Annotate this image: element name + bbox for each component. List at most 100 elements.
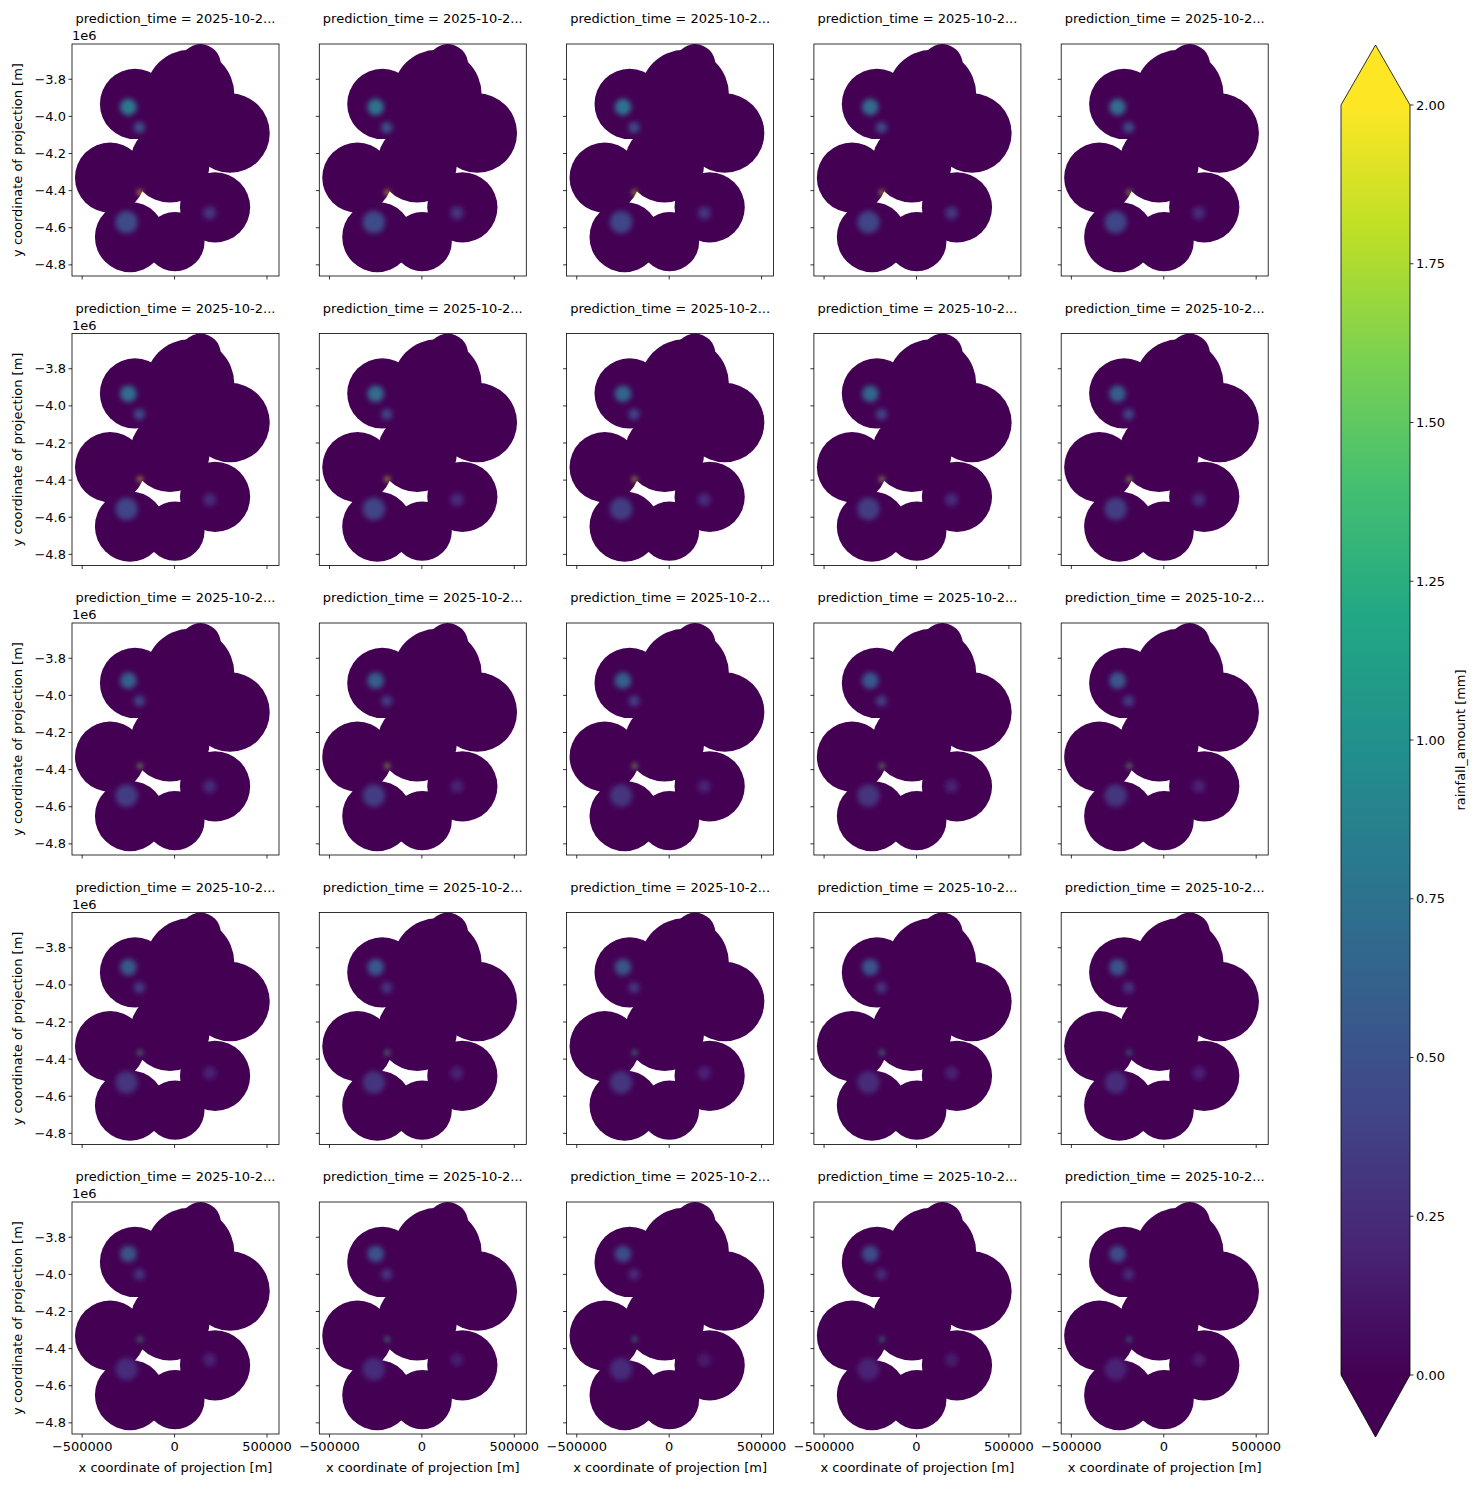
radar-coverage xyxy=(145,1081,204,1140)
x-tick xyxy=(421,855,422,859)
radar-coverage xyxy=(887,1370,946,1429)
y-tick-label: −4.6 xyxy=(34,1089,66,1104)
radar-coverage xyxy=(675,334,716,375)
radar-coverage xyxy=(145,791,204,850)
colorbar-extend-min xyxy=(1341,1375,1410,1437)
y-tick xyxy=(69,1022,73,1023)
offset-label: 1e6 xyxy=(72,28,97,43)
map-data xyxy=(1064,334,1259,562)
x-tick xyxy=(266,1434,267,1438)
y-tick-label: −4.6 xyxy=(34,799,66,814)
y-tick xyxy=(1058,1274,1062,1275)
x-tick xyxy=(82,276,83,280)
plot-bg xyxy=(72,1202,279,1434)
panel: prediction_time = 2025-10-2... xyxy=(810,301,1021,570)
x-tick xyxy=(669,566,670,570)
rain-cell xyxy=(134,122,145,133)
x-tick-label: 0 xyxy=(170,1439,178,1454)
panel: −4.8−4.6−4.4−4.2−4.0−3.8prediction_time … xyxy=(10,880,279,1149)
y-tick xyxy=(316,732,320,733)
frame xyxy=(567,623,774,855)
rain-cell xyxy=(385,477,389,481)
plot-bg xyxy=(567,334,774,566)
y-tick xyxy=(316,1274,320,1275)
radar-coverage xyxy=(922,623,963,664)
x-tick xyxy=(329,276,330,280)
x-tick-label: −500000 xyxy=(299,1439,360,1454)
plot-bg xyxy=(319,334,526,566)
panel: prediction_time = 2025-10-2... xyxy=(1058,11,1269,280)
y-tick xyxy=(316,368,320,369)
rain-cell xyxy=(120,672,137,689)
frame xyxy=(567,44,774,276)
x-tick xyxy=(669,1145,670,1149)
y-tick-label: −3.8 xyxy=(34,651,66,666)
radar-coverage xyxy=(922,44,963,85)
y-axis-title: y coordinate of projection [m] xyxy=(10,353,25,547)
y-tick-label: −4.4 xyxy=(34,183,66,198)
x-tick xyxy=(174,855,175,859)
x-tick xyxy=(1008,1434,1009,1438)
rain-cell xyxy=(115,211,137,233)
x-tick xyxy=(824,276,825,280)
y-axis-title: y coordinate of projection [m] xyxy=(10,932,25,1126)
panel: prediction_time = 2025-10-2... xyxy=(563,11,774,280)
y-tick xyxy=(316,264,320,265)
x-tick xyxy=(1256,1434,1257,1438)
rain-cells xyxy=(115,672,216,806)
x-axis-title: x coordinate of projection [m] xyxy=(326,1460,520,1475)
x-tick xyxy=(174,566,175,570)
panel-title: prediction_time = 2025-10-2... xyxy=(817,880,1017,895)
y-tick xyxy=(69,806,73,807)
rain-cell xyxy=(451,493,464,506)
frame xyxy=(814,623,1021,855)
x-tick-label: 0 xyxy=(912,1439,920,1454)
rain-cells xyxy=(363,1246,464,1380)
y-tick xyxy=(1058,769,1062,770)
y-tick xyxy=(810,1348,814,1349)
colorbar-tick xyxy=(1410,581,1414,582)
panel-title: prediction_time = 2025-10-2... xyxy=(76,880,276,895)
rain-cell xyxy=(632,1050,636,1054)
plot-bg xyxy=(319,44,526,276)
y-tick xyxy=(810,1237,814,1238)
y-tick xyxy=(810,153,814,154)
x-axis-title: x coordinate of projection [m] xyxy=(79,1460,273,1475)
map-data xyxy=(817,1202,1012,1430)
panel: prediction_time = 2025-10-2... xyxy=(810,590,1021,859)
rain-cell xyxy=(120,99,137,116)
rain-cell xyxy=(615,1246,632,1263)
frame xyxy=(814,334,1021,566)
x-tick xyxy=(1071,566,1072,570)
x-tick xyxy=(824,1145,825,1149)
map-data xyxy=(75,334,270,562)
radar-coverage xyxy=(675,1202,716,1243)
radar-coverage xyxy=(180,334,221,375)
y-tick xyxy=(1058,1385,1062,1386)
x-axis-title: x coordinate of projection [m] xyxy=(1068,1460,1262,1475)
y-tick xyxy=(1058,443,1062,444)
y-tick-label: −4.2 xyxy=(34,725,66,740)
radar-coverage xyxy=(393,791,452,850)
radar-coverage xyxy=(1169,623,1210,664)
y-tick xyxy=(1058,695,1062,696)
radar-coverage xyxy=(1169,44,1210,85)
rain-cell xyxy=(945,1353,958,1366)
rain-cell xyxy=(1127,190,1131,194)
rain-cell xyxy=(876,982,887,993)
y-tick xyxy=(563,1059,567,1060)
colorbar-tick xyxy=(1410,1216,1414,1217)
rain-cell xyxy=(610,785,632,807)
map-data xyxy=(570,1202,765,1430)
rain-cell xyxy=(1109,386,1126,403)
y-tick xyxy=(1058,806,1062,807)
y-tick xyxy=(563,658,567,659)
figure: −4.8−4.6−4.4−4.2−4.0−3.8prediction_time … xyxy=(0,0,1480,1490)
rain-cell xyxy=(945,493,958,506)
rain-cell xyxy=(367,1246,384,1263)
x-tick xyxy=(174,276,175,280)
frame xyxy=(72,1202,279,1434)
x-tick xyxy=(514,566,515,570)
y-tick-label: −3.8 xyxy=(34,361,66,376)
x-tick-label: 500000 xyxy=(242,1439,292,1454)
